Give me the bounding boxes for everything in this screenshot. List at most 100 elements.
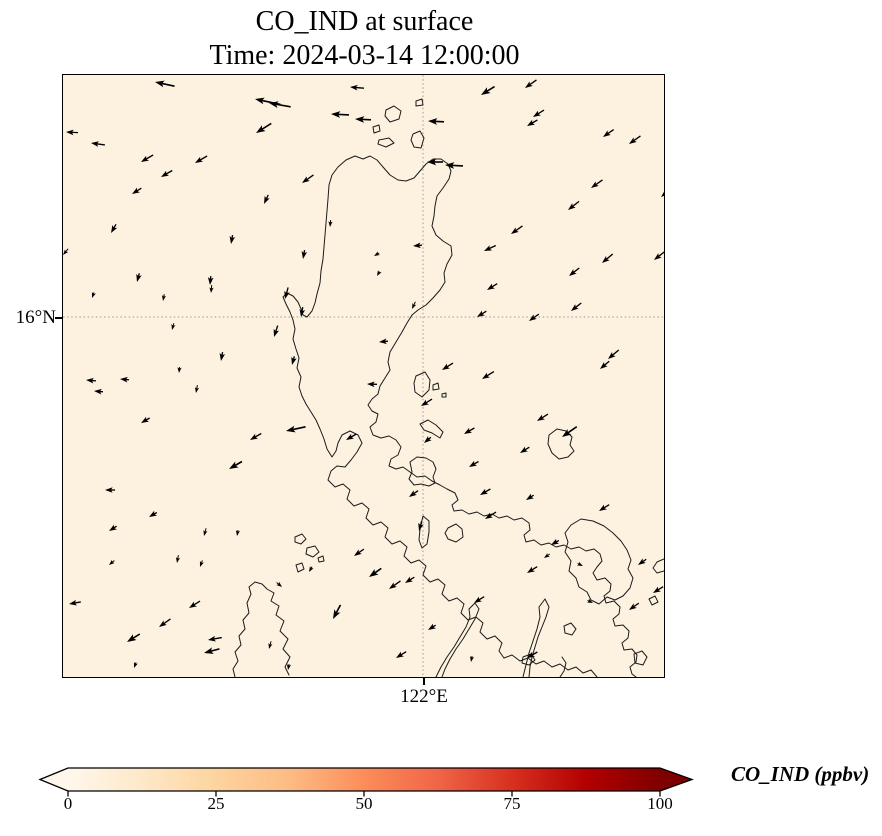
wind-vector [603,128,615,137]
coastline-lubang-islands [294,533,325,573]
wind-vector [66,129,79,136]
wind-vector [445,162,464,169]
coastline-babuyan-islands [372,98,425,149]
wind-vector [346,433,357,440]
wind-vector [469,656,475,662]
colorbar-tick-value: 0 [63,794,73,813]
wind-vector [537,413,549,421]
plot-subtitle: Time: 2024-03-14 12:00:00 [209,40,520,71]
wind-vector [520,446,530,453]
wind-vector [199,560,204,567]
wind-vector [328,219,333,227]
wind-vector [412,301,417,309]
wind-vector [482,371,495,379]
wind-vector [109,559,115,565]
wind-vector [424,435,432,443]
wind-vector [256,122,272,133]
wind-vector [268,641,273,649]
wind-vector [533,109,545,117]
wind-vector [427,158,443,166]
wind-vector [111,224,118,233]
wind-vector [389,580,401,589]
wind-vector [309,566,314,572]
wind-vector [194,385,200,393]
colorbar-tick-marks [67,791,661,797]
wind-vector [250,432,262,440]
wind-vector [132,187,142,194]
wind-vector [355,116,372,123]
wind-vector [405,576,415,583]
wind-vector [568,200,580,210]
wind-vector [269,101,291,108]
wind-vector [569,267,580,276]
wind-vector [204,647,220,654]
wind-vector [286,664,292,670]
wind-vector [63,248,69,255]
wind-vector [286,425,306,433]
wind-vector [219,352,226,361]
wind-vector [301,250,308,259]
colorbar-tick-value: 100 [647,794,673,813]
wind-vector [428,118,445,125]
wind-vector [94,388,104,395]
wind-vector [91,292,96,298]
wind-vector [527,119,538,126]
wind-vector [413,242,423,249]
wind-vector [526,493,534,500]
wind-vector [209,284,214,293]
coastline-luzon [282,155,638,677]
wind-vector [195,155,208,163]
wind-vector [599,504,610,511]
wind-vector [525,79,537,88]
wind-vector [229,460,243,469]
wind-vector [653,586,664,593]
wind-vector [511,225,523,234]
wind-vector [484,244,497,251]
wind-vector [207,275,214,285]
lon-tick-label: 122°E [400,686,448,707]
coastline-burias [435,602,480,677]
wind-vector [474,596,485,603]
wind-vector [333,604,342,619]
wind-vector [350,84,365,91]
wind-vector [159,618,171,627]
wind-vector [149,510,158,517]
wind-vector [551,538,560,545]
wind-vector [273,325,280,337]
colorbar-tick-value: 75 [503,794,521,813]
wind-vector [175,555,181,563]
wind-vector [109,524,117,531]
coastline-marinduque [418,515,464,549]
wind-vector [291,356,297,365]
wind-vector [208,635,222,642]
coastline-mindoro [232,581,291,677]
title-block: CO_IND at surface Time: 2024-03-14 12:00… [64,5,665,73]
wind-vector [480,488,491,495]
colorbar-tick-value: 25 [207,794,225,813]
wind-vector [629,135,641,144]
wind-quiver-arrows [63,79,664,670]
wind-vector [469,460,479,467]
coastlines [232,98,664,677]
wind-vector [638,558,647,565]
wind-vector [374,251,380,256]
wind-vector [127,633,141,642]
wind-vector [284,287,290,299]
coastline-polillo [413,371,447,439]
wind-vector [86,377,97,384]
wind-vector [155,80,175,88]
wind-vector [464,427,475,434]
wind-vector [91,141,105,147]
wind-vector [379,338,389,345]
wind-vector [377,270,382,276]
wind-vector [421,398,433,406]
wind-vector [105,487,115,493]
wind-vector [354,548,365,556]
map-canvas [63,75,664,677]
wind-vector [544,553,551,558]
coastline-laguna-lake [408,456,437,487]
wind-vector [608,349,620,359]
coastline-small-islands-south [521,558,664,677]
wind-vector [487,283,498,290]
